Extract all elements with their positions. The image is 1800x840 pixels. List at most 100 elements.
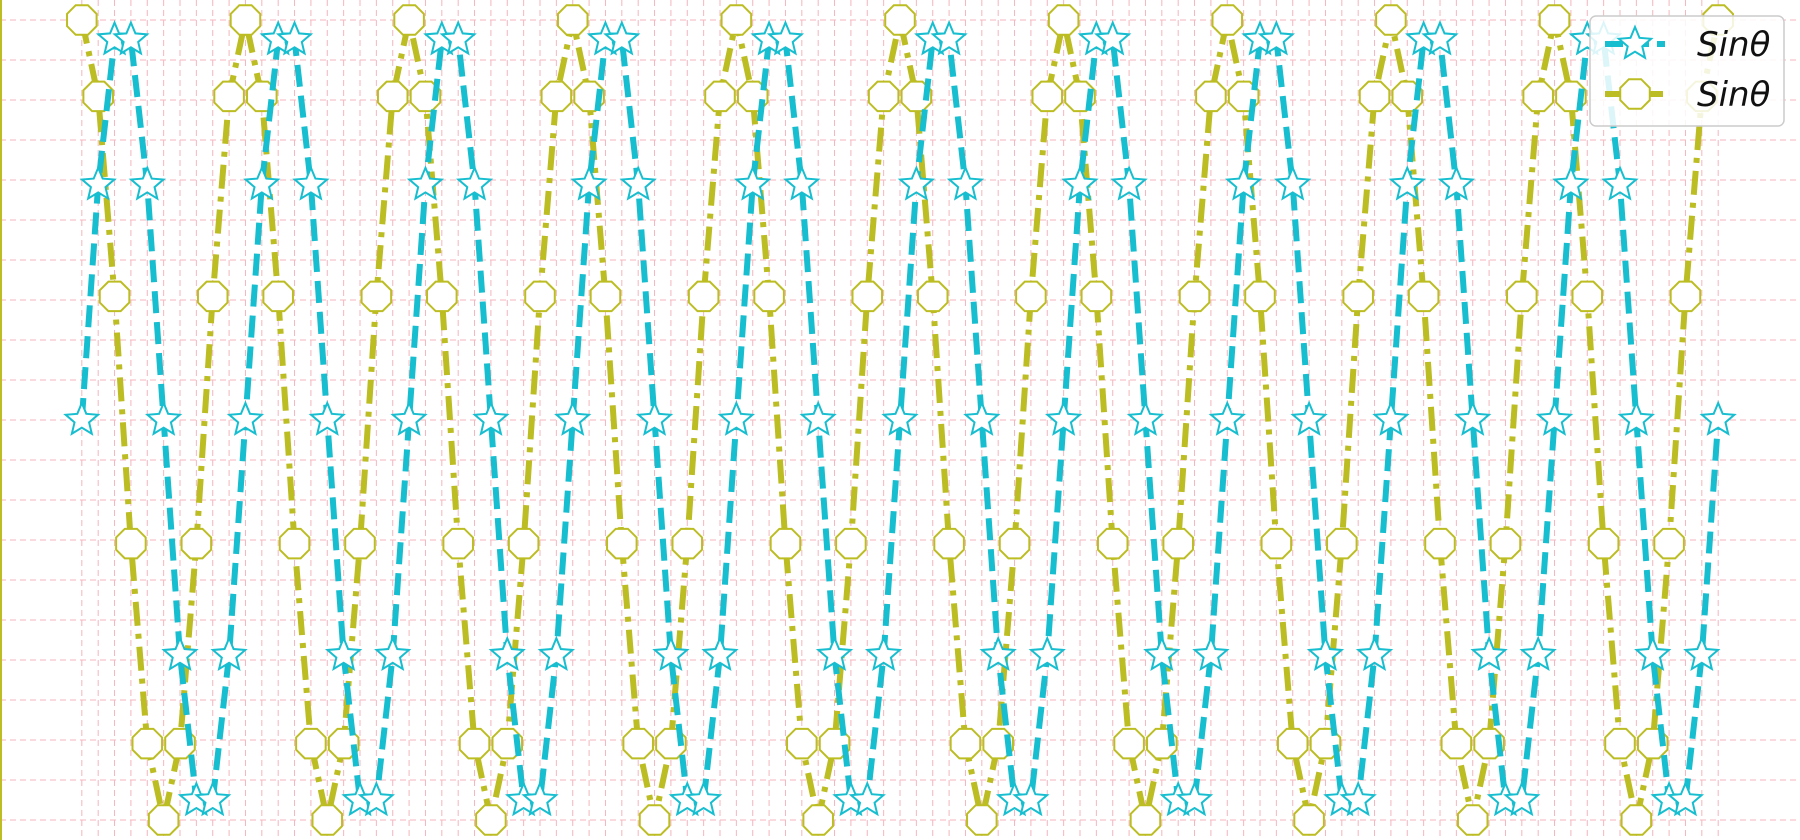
data-point-0-0 [63,400,101,436]
data-point-1-10 [229,4,262,36]
data-point-1-33 [606,527,638,560]
data-point-0-100 [1699,400,1737,436]
legend-label-1: Sinθ [1697,75,1771,115]
data-point-1-89 [1522,80,1554,113]
data-point-0-58 [1012,780,1050,817]
data-point-1-74 [1276,727,1309,760]
data-point-1-75 [1293,804,1325,836]
data-point-1-15 [311,804,344,836]
data-point-0-48 [848,780,886,817]
data-point-1-68 [1178,280,1211,313]
data-point-0-80 [1372,400,1410,436]
data-point-1-78 [1342,280,1374,313]
data-point-1-53 [933,527,965,560]
data-point-1-8 [196,280,229,313]
data-point-1-7 [180,527,213,560]
data-point-0-83 [1421,19,1459,56]
legend-star-marker [1616,24,1654,60]
data-point-1-97 [1653,527,1685,560]
data-point-0-59 [1028,635,1066,672]
data-point-1-3 [115,527,147,560]
data-point-0-5 [144,400,183,436]
data-point-0-81 [1388,165,1426,201]
data-point-1-80 [1375,4,1407,36]
data-point-0-68 [1175,780,1214,817]
data-point-1-2 [98,280,131,313]
data-point-0-14 [292,165,330,201]
data-point-0-95 [1617,400,1656,436]
data-point-0-45 [799,400,837,436]
data-point-0-71 [1224,165,1263,201]
data-point-0-75 [1290,400,1328,436]
data-point-1-37 [671,527,704,560]
data-point-0-21 [406,165,445,201]
data-point-1-19 [376,80,409,113]
data-point-0-6 [161,635,199,672]
data-point-0-64 [1110,165,1148,201]
data-point-0-94 [1601,165,1639,201]
data-point-0-98 [1666,780,1705,817]
data-point-1-29 [540,80,573,113]
data-point-0-85 [1454,400,1492,436]
data-point-0-39 [701,635,739,672]
data-point-0-19 [374,635,412,672]
data-point-1-94 [1604,727,1636,760]
data-point-1-90 [1538,4,1571,36]
data-point-1-60 [1047,4,1080,36]
data-point-0-25 [472,400,510,436]
data-point-0-31 [570,165,608,201]
data-point-1-32 [589,280,622,313]
data-point-1-77 [1326,527,1358,560]
plot-area [63,4,1737,836]
data-point-0-60 [1044,400,1083,436]
data-point-0-13 [275,19,314,56]
data-point-1-63 [1096,527,1129,560]
data-point-1-23 [442,527,474,560]
legend-entry-0: Sinθ [1605,24,1771,65]
data-point-1-45 [802,804,834,836]
data-point-1-83 [1424,527,1456,560]
data-point-0-96 [1634,635,1672,672]
legend-star-icon [1616,24,1654,60]
data-point-0-65 [1126,400,1165,436]
data-point-0-55 [963,400,1001,436]
data-point-1-50 [884,4,916,36]
data-point-1-93 [1587,527,1620,560]
data-point-1-42 [753,280,785,313]
data-point-0-35 [635,400,674,436]
data-point-1-44 [786,727,818,760]
data-point-0-76 [1306,635,1345,672]
legend-octagon-marker [1619,78,1651,110]
data-point-0-8 [194,780,232,817]
data-point-1-73 [1260,527,1293,560]
data-point-0-28 [521,780,559,817]
data-point-0-86 [1470,635,1508,672]
data-point-0-1 [79,165,117,201]
data-point-1-5 [147,804,180,836]
data-point-1-47 [835,527,867,560]
data-point-0-15 [308,400,346,436]
data-point-0-78 [1339,780,1377,817]
data-point-0-63 [1094,19,1132,56]
data-point-1-84 [1440,727,1473,760]
data-point-0-9 [210,635,248,672]
data-point-1-30 [556,4,589,36]
data-point-1-43 [769,527,802,560]
data-point-1-17 [344,527,376,560]
data-point-0-79 [1355,635,1394,672]
data-point-0-33 [603,19,641,56]
data-point-1-12 [262,280,294,313]
data-point-0-69 [1192,635,1230,672]
series-1 [66,4,1734,836]
data-point-1-69 [1195,80,1227,113]
data-point-0-70 [1208,400,1246,436]
data-point-1-67 [1162,527,1194,560]
series-line-1 [78,19,1722,821]
data-point-1-49 [867,80,900,113]
data-point-1-25 [475,804,507,836]
legend-entry-1: Sinθ [1605,75,1771,115]
data-point-0-53 [930,19,968,56]
data-point-0-66 [1143,635,1181,672]
